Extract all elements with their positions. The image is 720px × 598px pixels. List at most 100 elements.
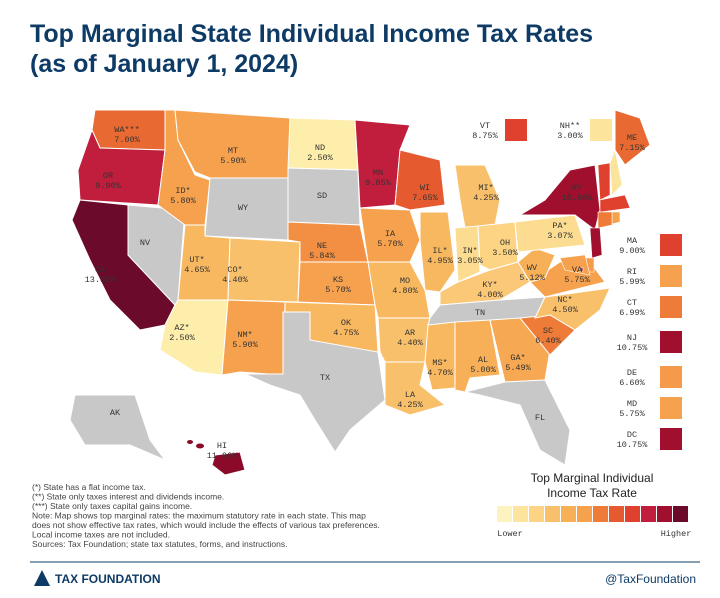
state-rate: 2.50% — [307, 153, 333, 163]
state-rate: 5.90% — [232, 340, 258, 350]
state-abbr: WA*** — [114, 125, 140, 135]
state-shape — [359, 207, 421, 263]
state-abbr: SD — [317, 191, 327, 201]
callout-swatch — [660, 366, 682, 388]
state-rate: 4.25% — [397, 400, 423, 410]
callout-state-shape — [597, 211, 613, 229]
state-abbr: KS — [333, 275, 343, 285]
state-shape — [244, 311, 386, 453]
callout-rate: 6.60% — [619, 378, 645, 388]
callout-abbr: MA — [627, 236, 638, 246]
state-abbr: IN* — [462, 246, 477, 256]
state-abbr: MT — [228, 146, 238, 156]
state-shape — [454, 225, 481, 283]
callout-rate: 5.75% — [619, 409, 645, 419]
callout-abbr: NJ — [627, 333, 637, 343]
brand-logo — [34, 570, 50, 586]
state-rate: 4.65% — [184, 265, 210, 275]
legend-swatch — [529, 506, 544, 522]
legend-swatch — [673, 506, 688, 522]
legend-high: Higher — [661, 529, 692, 539]
state-rate: 6.40% — [535, 336, 561, 346]
footnote: Note: Map shows top marginal rates: the … — [32, 511, 366, 521]
callout-state-shape — [609, 148, 623, 196]
state-abbr: UT* — [189, 255, 204, 265]
state-shape — [518, 164, 601, 231]
state-rate: 2.50% — [169, 333, 195, 343]
state-rate: 5.75% — [564, 275, 590, 285]
state-abbr: CO* — [227, 265, 242, 275]
brand: TAX FOUNDATION — [55, 572, 161, 586]
state-abbr: CA — [95, 265, 106, 275]
state-rate: 5.70% — [377, 239, 403, 249]
title: Top Marginal State Individual Income Tax… — [30, 20, 593, 48]
state-abbr: WI — [420, 183, 430, 193]
hi-island — [187, 440, 193, 444]
state-shape — [394, 149, 446, 211]
callout-abbr: VT — [480, 121, 490, 131]
state-shape — [614, 109, 651, 166]
state-abbr: MS* — [432, 358, 447, 368]
state-abbr: TX — [320, 373, 330, 383]
state-abbr: AL — [478, 355, 488, 365]
legend-low: Lower — [497, 529, 523, 539]
state-rate: 5.80% — [170, 196, 196, 206]
state-abbr: HI — [217, 441, 227, 451]
state-shape — [464, 379, 571, 466]
state-abbr: AZ* — [174, 323, 189, 333]
state-abbr: AK — [110, 408, 121, 418]
state-rate: 9.85% — [365, 178, 391, 188]
footnote: Local income taxes are not included. — [32, 530, 170, 540]
state-rate: 4.40% — [397, 338, 423, 348]
callout-abbr: MD — [627, 399, 637, 409]
legend-title: Income Tax Rate — [547, 486, 637, 500]
state-shape — [174, 109, 291, 179]
state-rate: 4.25% — [473, 193, 499, 203]
state-rate: 10.90% — [562, 193, 594, 203]
legend-swatch — [657, 506, 672, 522]
handle: @TaxFoundation — [605, 572, 696, 586]
notes: (*) State has a flat income tax.(**) Sta… — [32, 482, 380, 549]
state-shape — [211, 451, 246, 476]
state-rate: 5.49% — [505, 363, 531, 373]
callout-swatch — [660, 331, 682, 353]
state-abbr: AR — [405, 328, 415, 338]
state-rate: 4.80% — [392, 286, 418, 296]
state-abbr: NY — [572, 183, 582, 193]
state-rate: 3.07% — [547, 231, 573, 241]
legend-swatch — [593, 506, 608, 522]
state-abbr: VA — [572, 265, 583, 275]
state-abbr: KY* — [482, 280, 497, 290]
state-abbr: MN — [373, 168, 383, 178]
legend-swatch — [561, 506, 576, 522]
callout-swatch — [660, 397, 682, 419]
state-rate: 7.15% — [619, 143, 645, 153]
callout-state-shape — [597, 162, 611, 201]
state-rate: 3.50% — [492, 248, 518, 258]
callout-rate: 10.75% — [617, 440, 649, 450]
state-abbr: MI* — [478, 183, 493, 193]
state-rate: 7.00% — [114, 135, 140, 145]
callout-swatch — [660, 296, 682, 318]
state-rate: 5.84% — [309, 251, 335, 261]
state-abbr: MO — [400, 276, 410, 286]
state-abbr: OR — [103, 171, 113, 181]
legend-swatch — [497, 506, 512, 522]
state-rate: 11.00% — [207, 451, 239, 461]
callout-rate: 8.75% — [472, 131, 498, 141]
state-abbr: IA — [385, 229, 396, 239]
callout-abbr: DC — [627, 430, 637, 440]
callout-swatch — [505, 119, 527, 141]
state-abbr: TN — [475, 308, 485, 318]
state-rate: 9.90% — [95, 181, 121, 191]
state-rate: 4.70% — [427, 368, 453, 378]
legend-swatch — [609, 506, 624, 522]
state-abbr: WY — [238, 203, 248, 213]
callout-abbr: NH** — [560, 121, 580, 131]
legend-title: Top Marginal Individual — [531, 471, 654, 485]
state-abbr: NM* — [237, 330, 252, 340]
state-abbr: SC — [543, 326, 553, 336]
state-shape — [514, 214, 586, 253]
callout-swatch — [660, 234, 682, 256]
